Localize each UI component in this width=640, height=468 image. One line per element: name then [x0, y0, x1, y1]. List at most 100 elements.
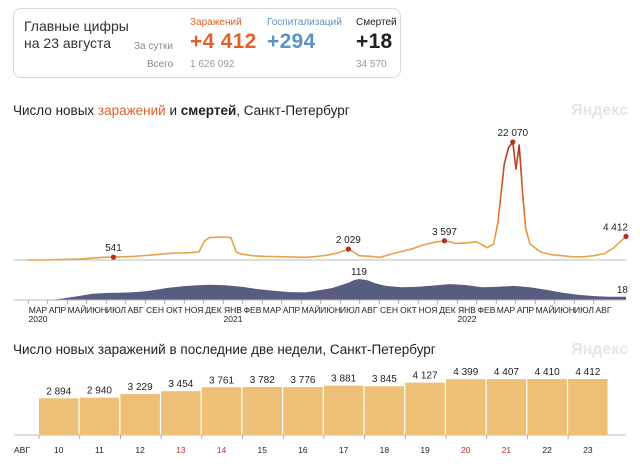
infections-peak-marker	[345, 246, 351, 252]
bar-category-label: 17	[339, 445, 349, 455]
infections-peak-label: 4 412	[603, 222, 628, 233]
x-tick-label: АВГ	[362, 305, 378, 315]
infections-total: 1 626 092	[190, 59, 235, 70]
x-tick-label: ФЕВ	[478, 305, 496, 315]
x-tick-year: 2022	[458, 314, 477, 324]
bar-category-label: 18	[380, 445, 390, 455]
bar-month-label: АВГ	[14, 445, 30, 455]
bar-value-label: 4 127	[413, 371, 438, 382]
bar-value-label: 4 399	[453, 367, 478, 378]
x-tick-year: 2021	[224, 314, 243, 324]
bar-category-label: 10	[54, 445, 64, 455]
x-tick-label: МАЙ	[302, 304, 321, 315]
bar-value-label: 3 776	[290, 375, 315, 386]
x-tick-label: ДЕК	[439, 305, 455, 315]
bar	[364, 386, 405, 435]
chart2-title: Число новых заражений в последние две не…	[13, 342, 436, 357]
bar	[120, 394, 160, 435]
bar-category-label: 16	[298, 445, 308, 455]
bar	[161, 391, 201, 435]
bar-category-label: 23	[583, 445, 593, 455]
hospital-day: +294	[267, 30, 316, 53]
x-tick-label: ИЮН	[86, 305, 107, 315]
bar-value-label: 4 410	[535, 367, 560, 378]
x-tick-label: НОЯ	[419, 305, 438, 315]
chart1-title-part: Число новых	[13, 103, 98, 118]
x-tick-label: МАР	[29, 305, 48, 315]
x-tick-label: ИЮН	[320, 305, 341, 315]
deaths-peak-label: 18	[617, 285, 629, 296]
x-tick-label: НОЯ	[185, 305, 204, 315]
bar	[283, 387, 323, 435]
bar-category-label: 11	[95, 445, 104, 455]
summary-card: Главные цифры на 23 августа За сутки Все…	[13, 8, 401, 78]
bar	[446, 379, 486, 435]
bar-value-label: 3 782	[250, 375, 275, 386]
x-tick-label: ИЮН	[554, 305, 575, 315]
x-tick-label: ЯНВ	[224, 305, 242, 315]
bar-value-label: 3 454	[168, 379, 193, 390]
bar-category-label: 14	[217, 445, 227, 455]
bar-value-label: 2 894	[46, 386, 71, 397]
hospital-column: Госпитализаций +294	[267, 17, 342, 54]
deaths-day: +18	[356, 30, 393, 53]
infections-line	[28, 141, 627, 261]
x-tick-label: АВГ	[128, 305, 144, 315]
bar-category-label: 21	[502, 445, 512, 455]
deaths-area	[28, 279, 626, 300]
yandex-watermark: Яндекс	[571, 341, 628, 358]
chart1-title-part: и	[165, 103, 181, 118]
x-tick-label: ФЕВ	[244, 305, 262, 315]
infections-column: Заражений +4 412	[190, 17, 257, 54]
chart1-title-infections: заражений	[97, 103, 166, 118]
x-tick-label: МАР	[263, 305, 282, 315]
infections-day: +4 412	[190, 30, 257, 53]
bar-category-label: 13	[176, 445, 186, 455]
infections-peak-label: 3 597	[432, 227, 457, 238]
infections-peak-label: 22 070	[498, 128, 529, 139]
deaths-peak-label: 119	[351, 267, 367, 278]
infections-peak-marker	[441, 238, 448, 244]
x-tick-label: АПР	[283, 305, 301, 315]
infections-peak-marker	[110, 254, 117, 260]
bar	[405, 382, 445, 435]
bar	[323, 385, 364, 435]
infections-peak-label: 541	[105, 243, 122, 254]
row-label-day: За сутки	[134, 41, 173, 52]
x-tick-label: ЯНВ	[458, 305, 476, 315]
bar	[527, 379, 567, 435]
bar-category-label: 12	[135, 445, 145, 455]
bar-category-label: 19	[420, 445, 430, 455]
bar-value-label: 4 407	[494, 367, 519, 378]
chart1-title-deaths: смертей	[180, 103, 237, 118]
deaths-total: 34 570	[356, 59, 387, 70]
bar-category-label: 15	[258, 445, 268, 455]
yandex-watermark: Яндекс	[571, 102, 628, 119]
row-label-total: Всего	[147, 59, 174, 70]
x-tick-label: ДЕК	[205, 305, 221, 315]
deaths-label: Смертей	[356, 17, 397, 28]
x-tick-label: СЕН	[380, 305, 398, 315]
bar-value-label: 3 881	[331, 374, 356, 385]
bar-value-label: 3 229	[128, 382, 153, 393]
summary-title: Главные цифры на 23 августа	[24, 18, 129, 51]
x-tick-label: ОКТ	[400, 305, 417, 315]
bar	[486, 379, 527, 435]
x-tick-label: АВГ	[596, 305, 612, 315]
bar-category-label: 22	[542, 445, 552, 455]
bar	[201, 387, 242, 435]
bar	[79, 397, 120, 435]
x-tick-label: ИЮЛ	[106, 305, 126, 315]
bar	[242, 386, 282, 435]
chart1-title-part: , Санкт-Петербург	[236, 103, 350, 118]
infections-peak-marker	[510, 139, 516, 145]
bar	[568, 379, 608, 435]
hospital-label: Госпитализаций	[267, 17, 342, 28]
x-tick-label: АПР	[517, 305, 535, 315]
x-tick-label: ОКТ	[166, 305, 183, 315]
x-tick-label: АПР	[49, 305, 67, 315]
chart1-title: Число новых заражений и смертей, Санкт-П…	[13, 103, 350, 118]
x-tick-label: МАЙ	[68, 304, 87, 315]
infections-peak-marker	[623, 233, 629, 240]
